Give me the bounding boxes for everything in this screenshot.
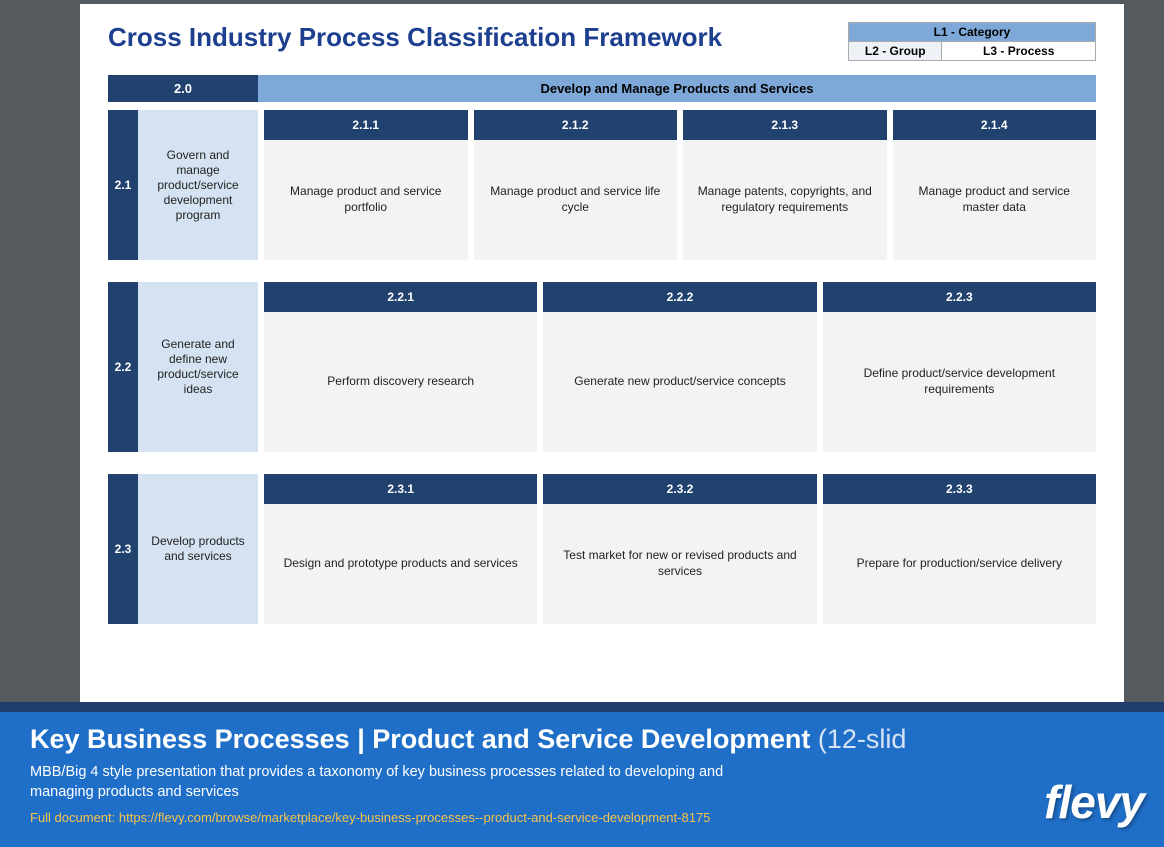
promo-banner: Key Business Processes | Product and Ser… [0, 702, 1164, 847]
process-list: 2.3.1 Design and prototype products and … [264, 474, 1096, 624]
process-code: 2.1.2 [474, 110, 678, 140]
banner-subtitle: MBB/Big 4 style presentation that provid… [30, 763, 750, 802]
group-label: 2.1 Govern and manage product/service de… [108, 110, 258, 260]
legend-l3: L3 - Process [942, 42, 1095, 60]
process-code: 2.1.3 [683, 110, 887, 140]
legend-row2: L2 - Group L3 - Process [849, 42, 1095, 60]
category-title: Develop and Manage Products and Services [258, 75, 1096, 102]
process-cell: 2.1.3 Manage patents, copyrights, and re… [683, 110, 887, 260]
process-code: 2.3.3 [823, 474, 1096, 504]
process-desc: Design and prototype products and servic… [264, 504, 537, 624]
process-cell: 2.1.2 Manage product and service life cy… [474, 110, 678, 260]
group-code: 2.2 [108, 282, 138, 452]
process-desc: Test market for new or revised products … [543, 504, 816, 624]
process-code: 2.3.2 [543, 474, 816, 504]
flevy-logo: flevy [1044, 775, 1144, 829]
process-cell: 2.1.1 Manage product and service portfol… [264, 110, 468, 260]
main-title: Cross Industry Process Classification Fr… [108, 22, 722, 53]
category-header: 2.0 Develop and Manage Products and Serv… [108, 75, 1096, 102]
banner-body: Key Business Processes | Product and Ser… [0, 712, 1164, 847]
banner-title-suffix: (12-slid [810, 724, 906, 754]
slide: Cross Industry Process Classification Fr… [80, 4, 1124, 714]
process-list: 2.2.1 Perform discovery research 2.2.2 G… [264, 282, 1096, 452]
category-code: 2.0 [108, 75, 258, 102]
process-desc: Prepare for production/service delivery [823, 504, 1096, 624]
banner-top-strip [0, 702, 1164, 712]
process-code: 2.2.1 [264, 282, 537, 312]
process-code: 2.2.2 [543, 282, 816, 312]
legend-l1: L1 - Category [849, 23, 1095, 42]
group-row: 2.1 Govern and manage product/service de… [108, 110, 1096, 260]
group-row: 2.2 Generate and define new product/serv… [108, 282, 1096, 452]
process-cell: 2.1.4 Manage product and service master … [893, 110, 1097, 260]
banner-title: Key Business Processes | Product and Ser… [30, 724, 1134, 755]
process-desc: Manage product and service master data [893, 140, 1097, 260]
process-list: 2.1.1 Manage product and service portfol… [264, 110, 1096, 260]
group-label: 2.2 Generate and define new product/serv… [108, 282, 258, 452]
group-desc: Generate and define new product/service … [138, 282, 258, 452]
group-desc: Govern and manage product/service develo… [138, 110, 258, 260]
process-cell: 2.3.3 Prepare for production/service del… [823, 474, 1096, 624]
process-desc: Manage product and service portfolio [264, 140, 468, 260]
legend-box: L1 - Category L2 - Group L3 - Process [848, 22, 1096, 61]
group-code: 2.3 [108, 474, 138, 624]
process-code: 2.2.3 [823, 282, 1096, 312]
group-row: 2.3 Develop products and services 2.3.1 … [108, 474, 1096, 624]
process-desc: Perform discovery research [264, 312, 537, 452]
process-cell: 2.2.1 Perform discovery research [264, 282, 537, 452]
group-code: 2.1 [108, 110, 138, 260]
title-row: Cross Industry Process Classification Fr… [108, 22, 1096, 61]
process-code: 2.1.1 [264, 110, 468, 140]
group-desc: Develop products and services [138, 474, 258, 624]
banner-link[interactable]: Full document: https://flevy.com/browse/… [30, 810, 1134, 825]
process-desc: Manage patents, copyrights, and regulato… [683, 140, 887, 260]
group-label: 2.3 Develop products and services [108, 474, 258, 624]
process-cell: 2.3.1 Design and prototype products and … [264, 474, 537, 624]
process-code: 2.1.4 [893, 110, 1097, 140]
process-cell: 2.3.2 Test market for new or revised pro… [543, 474, 816, 624]
process-code: 2.3.1 [264, 474, 537, 504]
process-cell: 2.2.3 Define product/service development… [823, 282, 1096, 452]
process-cell: 2.2.2 Generate new product/service conce… [543, 282, 816, 452]
process-desc: Define product/service development requi… [823, 312, 1096, 452]
process-desc: Manage product and service life cycle [474, 140, 678, 260]
legend-l2: L2 - Group [849, 42, 942, 60]
banner-title-main: Key Business Processes | Product and Ser… [30, 724, 810, 754]
process-desc: Generate new product/service concepts [543, 312, 816, 452]
